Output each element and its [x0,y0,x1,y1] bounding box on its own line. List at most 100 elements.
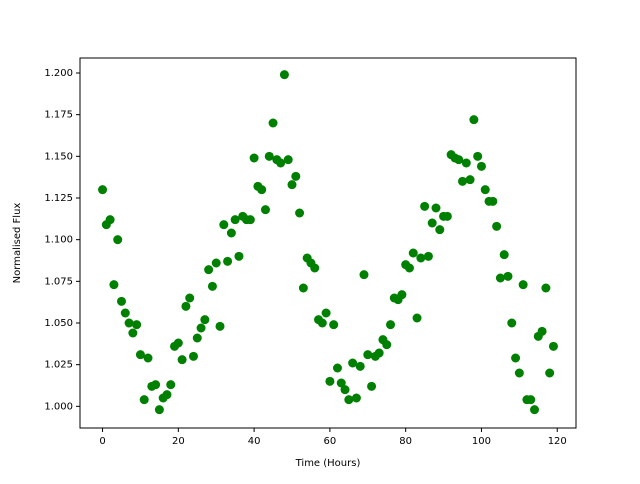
data-point [476,161,486,171]
data-point [363,350,373,360]
data-point [219,220,229,230]
data-point [317,318,327,328]
data-point [200,315,210,325]
data-point [234,251,244,261]
data-point [545,368,555,378]
y-tick-label: 1.100 [44,235,73,246]
data-point [454,155,464,165]
data-point [511,353,521,363]
data-point [181,301,191,311]
data-point [113,235,123,245]
data-point [488,196,498,206]
data-point [264,151,274,161]
data-point [458,176,468,186]
data-point [427,218,437,228]
data-point [185,293,195,303]
y-tick-label: 1.000 [44,401,73,412]
data-point [276,158,286,168]
data-point [367,381,377,391]
data-point [226,228,236,238]
data-point [404,263,414,273]
data-point [355,361,365,371]
data-point [332,363,342,373]
data-point [109,280,119,290]
data-point [120,308,130,318]
data-point [223,256,233,266]
data-point [408,248,418,258]
y-tick-label: 1.050 [44,318,73,329]
data-point [257,185,267,195]
data-point [321,308,331,318]
data-point [442,211,452,221]
data-point [211,258,221,268]
data-point [116,296,126,306]
plot-frame [79,57,577,429]
data-point [340,385,350,395]
data-point [503,271,513,281]
data-point [215,321,225,331]
data-point [530,405,540,415]
data-point [98,185,108,195]
x-tick-label: 60 [324,436,337,447]
y-tick-label: 1.075 [44,276,73,287]
data-point [143,353,153,363]
data-point [291,171,301,181]
data-point [492,221,502,231]
data-point [124,318,134,328]
x-tick-label: 80 [399,436,412,447]
x-tick-label: 100 [472,436,491,447]
data-point [162,390,172,400]
data-point [518,280,528,290]
data-point [173,338,183,348]
data-point [283,155,293,165]
data-point [548,341,558,351]
data-point [469,115,479,125]
data-point [249,153,259,163]
data-point [374,348,384,358]
data-point [105,215,115,225]
data-point [435,225,445,235]
data-point [465,175,475,185]
x-tick-label: 0 [99,436,105,447]
x-tick-label: 40 [248,436,261,447]
x-tick-label: 120 [548,436,567,447]
data-point [336,378,346,388]
data-point [495,273,505,283]
data-point [344,395,354,405]
data-point [151,380,161,390]
data-point [139,395,149,405]
y-tick-label: 1.125 [44,193,73,204]
y-axis-label: Normalised Flux [12,203,23,284]
data-point [526,395,536,405]
data-point [412,313,422,323]
data-point [351,393,361,403]
data-point [480,185,490,195]
data-point [177,355,187,365]
data-point [348,358,358,368]
data-point [279,70,289,80]
y-tick-label: 1.150 [44,151,73,162]
data-point [128,328,138,338]
data-point [287,180,297,190]
x-axis-label: Time (Hours) [295,458,361,469]
data-point [298,283,308,293]
data-point [420,201,430,211]
data-point [329,320,339,330]
data-point [473,151,483,161]
data-point [196,323,206,333]
data-point [397,290,407,300]
data-point [416,253,426,263]
data-point [514,368,524,378]
data-point [431,203,441,213]
data-point [310,263,320,273]
y-tick-label: 1.175 [44,110,73,121]
data-point [541,283,551,293]
y-tick-label: 1.200 [44,68,73,79]
data-point [423,251,433,261]
data-point [359,270,369,280]
x-tick-label: 20 [172,436,185,447]
data-point [230,215,240,225]
data-point [461,158,471,168]
data-point [507,318,517,328]
